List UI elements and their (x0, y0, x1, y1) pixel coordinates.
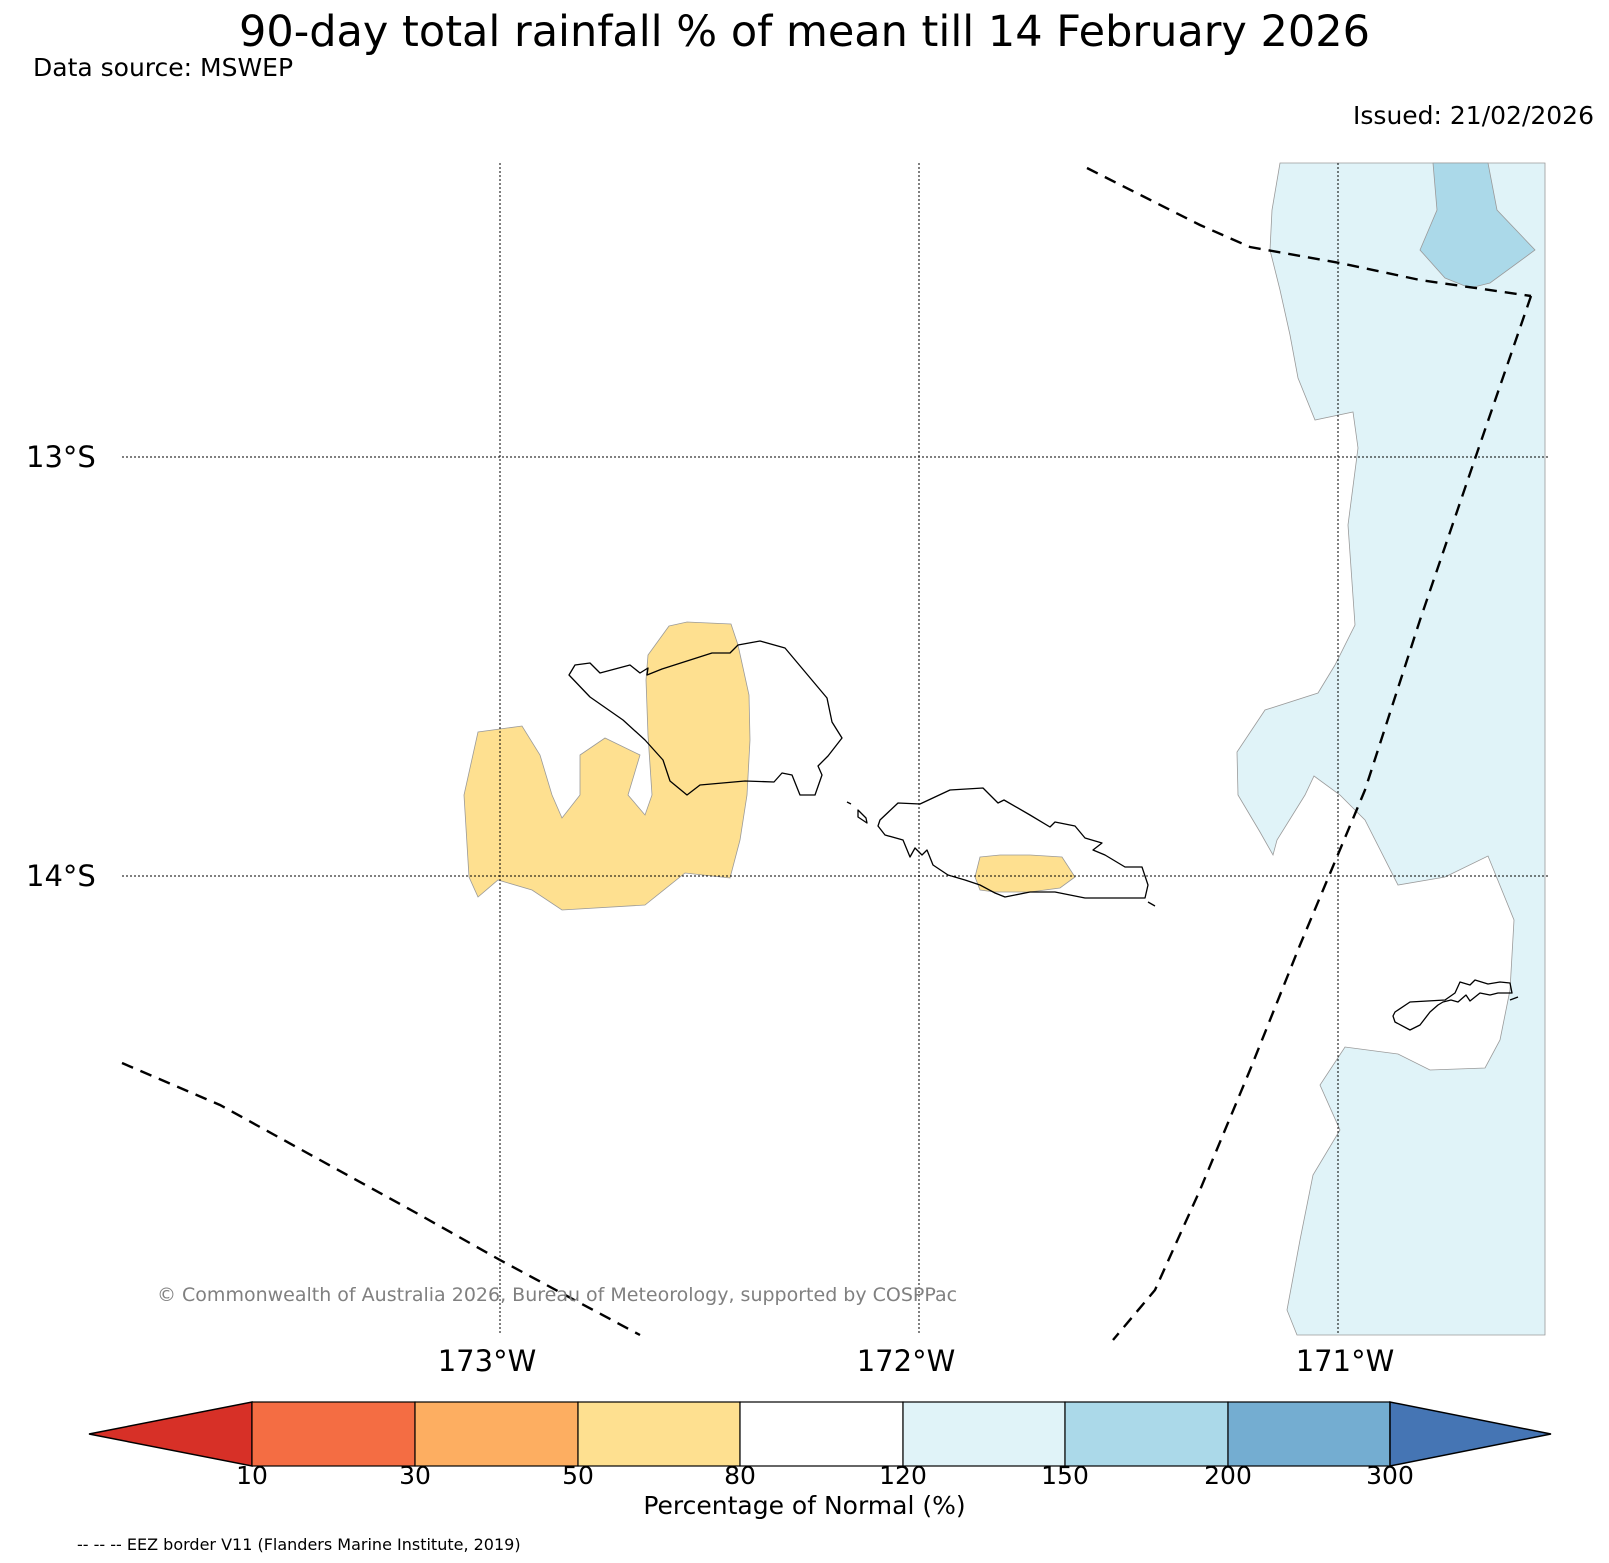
coastline-fragment-upolu-tail (1147, 901, 1156, 907)
colorbar-bin-120-150 (902, 1401, 1066, 1467)
rainfall-shading (463, 162, 1546, 1336)
eez-border-southwest (121, 1061, 641, 1337)
coastline-tutuila (1392, 979, 1513, 1031)
eez-border-north (1086, 166, 1532, 298)
above-normal-region-east (1236, 162, 1546, 1336)
colorbar-tick-80: 80 (724, 1461, 756, 1490)
eez-border-note: -- -- -- EEZ border V11 (Flanders Marine… (77, 1535, 521, 1554)
colorbar-tick-300: 300 (1366, 1461, 1414, 1490)
lat-label-13s: 13°S (26, 440, 96, 474)
issued-date: Issued: 21/02/2026 (1353, 101, 1594, 130)
colorbar-tick-200: 200 (1204, 1461, 1252, 1490)
coastline-fragment-west (846, 801, 852, 805)
below-normal-region-savaii (463, 621, 751, 911)
colorbar-tick-150: 150 (1041, 1461, 1089, 1490)
map-title: 90-day total rainfall % of mean till 14 … (239, 7, 1370, 57)
lat-label-14s: 14°S (26, 859, 96, 893)
below-normal-region-upolu (974, 854, 1076, 893)
colorbar-tick-50: 50 (562, 1461, 594, 1490)
colorbar (88, 1401, 1552, 1467)
eez-borders (121, 166, 1533, 1341)
coastline-apolima-islet (857, 809, 868, 824)
well-above-normal-region (1419, 162, 1536, 289)
coastline-savaii (568, 640, 843, 796)
colorbar-bin-30-50 (414, 1401, 579, 1467)
lon-label-173w: 173°W (437, 1344, 537, 1378)
graticule (122, 163, 1548, 1335)
colorbar-bin-10-30 (251, 1401, 416, 1467)
colorbar-tick-30: 30 (399, 1461, 431, 1490)
lon-label-172w: 172°W (856, 1344, 956, 1378)
colorbar-tick-120: 120 (879, 1461, 927, 1490)
coastlines (568, 640, 1519, 1031)
colorbar-bin-150-200 (1064, 1401, 1229, 1467)
colorbar-bin-50-80 (577, 1401, 741, 1467)
colorbar-tick-10: 10 (236, 1461, 268, 1490)
colorbar-extend-high (1389, 1401, 1552, 1467)
colorbar-extend-low (88, 1401, 253, 1467)
colorbar-title: Percentage of Normal (%) (643, 1491, 966, 1520)
eez-border-east (1112, 295, 1533, 1341)
copyright-notice: © Commonwealth of Australia 2026, Bureau… (157, 1284, 958, 1306)
coastline-fragment-east (1509, 996, 1519, 1001)
colorbar-bin-200-300 (1227, 1401, 1391, 1467)
data-source: Data source: MSWEP (33, 53, 294, 82)
coastline-upolu (877, 787, 1149, 899)
colorbar-bin-80-120 (739, 1401, 904, 1467)
lon-label-171w: 171°W (1295, 1344, 1395, 1378)
